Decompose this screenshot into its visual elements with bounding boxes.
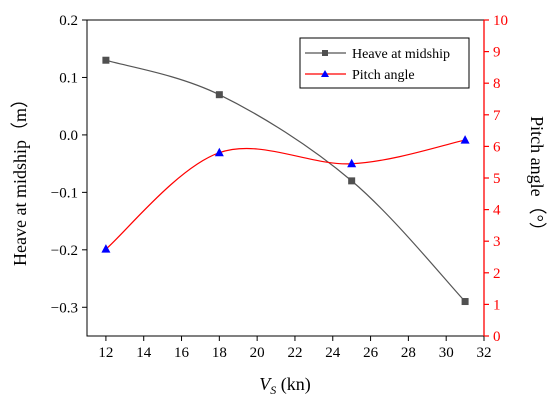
x-tick-label-16: 16	[174, 345, 190, 361]
point-heave-31	[461, 298, 469, 306]
y-right-tick-label-6: 6	[493, 139, 501, 155]
y-axis-left-title: Heave at midship（m）	[10, 90, 30, 266]
x-tick-label-24: 24	[325, 345, 341, 361]
series-layer	[101, 56, 470, 306]
y-right-tick-label-2: 2	[493, 266, 501, 282]
series-line-heave	[105, 59, 466, 302]
y-right-tick-label-8: 8	[493, 76, 501, 92]
x-axis: 12 14 16 18 20 22 24 26 28 30 32	[98, 336, 492, 361]
point-pitch-31	[460, 135, 470, 144]
y-axis-left: −0.3 −0.2 −0.1 0.0 0.1 0.2	[51, 13, 87, 316]
x-tick-label-26: 26	[363, 345, 379, 361]
y-left-tick-label-0: −0.3	[51, 300, 78, 316]
x-axis-title: VS (kn)	[259, 374, 311, 397]
x-tick-label-28: 28	[401, 345, 416, 361]
legend: Heave at midship Pitch angle	[299, 37, 470, 89]
x-tick-label-12: 12	[98, 345, 113, 361]
y-right-tick-label-1: 1	[493, 297, 501, 313]
x-tick-label-22: 22	[287, 345, 302, 361]
point-pitch-25	[347, 158, 357, 168]
y-right-tick-label-3: 3	[493, 234, 501, 250]
point-heave-18	[215, 91, 223, 99]
y-right-tick-label-7: 7	[493, 108, 501, 124]
y-right-tick-label-10: 10	[493, 13, 508, 29]
y-left-tick-label-4: 0.1	[59, 70, 78, 86]
y-right-tick-label-4: 4	[493, 203, 501, 219]
x-tick-label-20: 20	[250, 345, 265, 361]
x-axis-title-var: V	[259, 374, 272, 394]
x-tick-label-18: 18	[212, 345, 227, 361]
y-axis-right: 0 1 2 3 4 5 6 7 8 9 10	[484, 13, 508, 345]
x-axis-title-sub: S	[270, 383, 276, 397]
y-left-tick-label-5: 0.2	[59, 13, 78, 29]
x-tick-label-14: 14	[136, 345, 152, 361]
x-tick-label-30: 30	[439, 345, 454, 361]
y-right-tick-label-0: 0	[493, 329, 501, 345]
legend-box	[299, 37, 470, 89]
y-axis-right-title: Pitch angle（°）	[527, 116, 547, 240]
point-pitch-18	[214, 147, 224, 157]
point-pitch-12	[101, 244, 111, 253]
point-heave-25	[348, 177, 356, 185]
legend-marker-pitch	[321, 70, 329, 77]
y-right-tick-label-5: 5	[493, 171, 501, 187]
y-right-tick-label-9: 9	[493, 45, 501, 61]
x-tick-label-32: 32	[477, 345, 492, 361]
x-axis-title-unit: (kn)	[276, 374, 311, 395]
y-left-tick-label-3: 0.0	[59, 128, 78, 144]
legend-label-heave: Heave at midship	[352, 47, 450, 62]
legend-label-pitch: Pitch angle	[352, 68, 415, 83]
legend-marker-heave	[322, 50, 328, 56]
series-line-pitch	[105, 139, 466, 250]
point-heave-12	[102, 56, 110, 64]
y-left-tick-label-1: −0.2	[51, 243, 78, 259]
y-left-tick-label-2: −0.1	[51, 185, 78, 201]
